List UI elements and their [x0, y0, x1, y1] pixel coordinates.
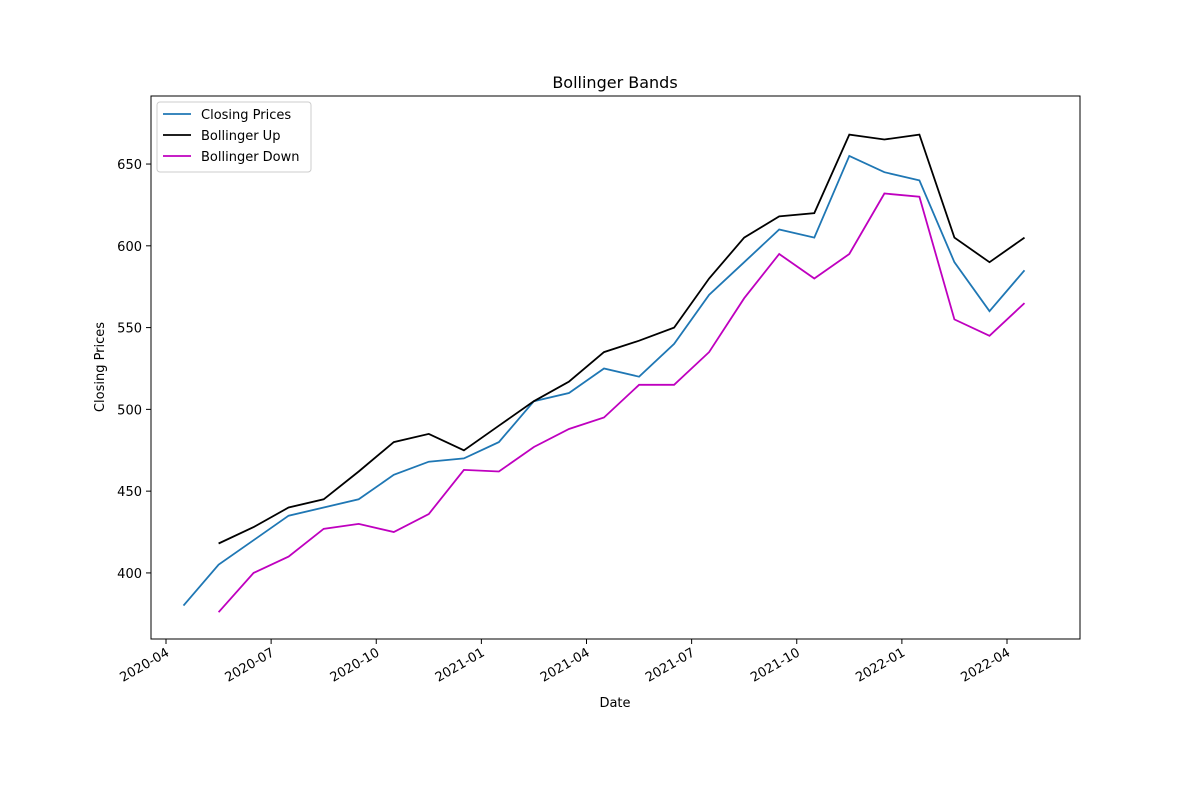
series-line: [218, 133, 1026, 545]
plot-frame: [150, 95, 1081, 640]
y-tick-label: 400: [117, 567, 142, 582]
series-line: [182, 154, 1026, 607]
y-tick-label: 550: [117, 322, 142, 337]
legend-label: Bollinger Up: [201, 129, 280, 144]
y-tick-label: 600: [117, 240, 142, 255]
y-tick-label: 500: [117, 403, 142, 418]
x-axis-label: Date: [599, 696, 630, 711]
chart-title: Bollinger Bands: [552, 73, 677, 92]
series-line: [217, 192, 1026, 613]
legend-label: Closing Prices: [201, 108, 291, 123]
y-axis-label: Closing Prices: [93, 322, 108, 412]
legend-box: [156, 101, 312, 173]
legend-label: Bollinger Down: [201, 150, 300, 165]
y-tick-label: 650: [117, 158, 142, 173]
y-tick-label: 450: [117, 485, 142, 500]
